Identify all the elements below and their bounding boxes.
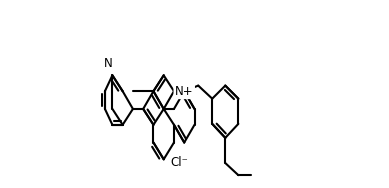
Text: Cl⁻: Cl⁻: [171, 156, 189, 169]
Text: N+: N+: [175, 85, 194, 98]
Text: N: N: [104, 57, 113, 70]
